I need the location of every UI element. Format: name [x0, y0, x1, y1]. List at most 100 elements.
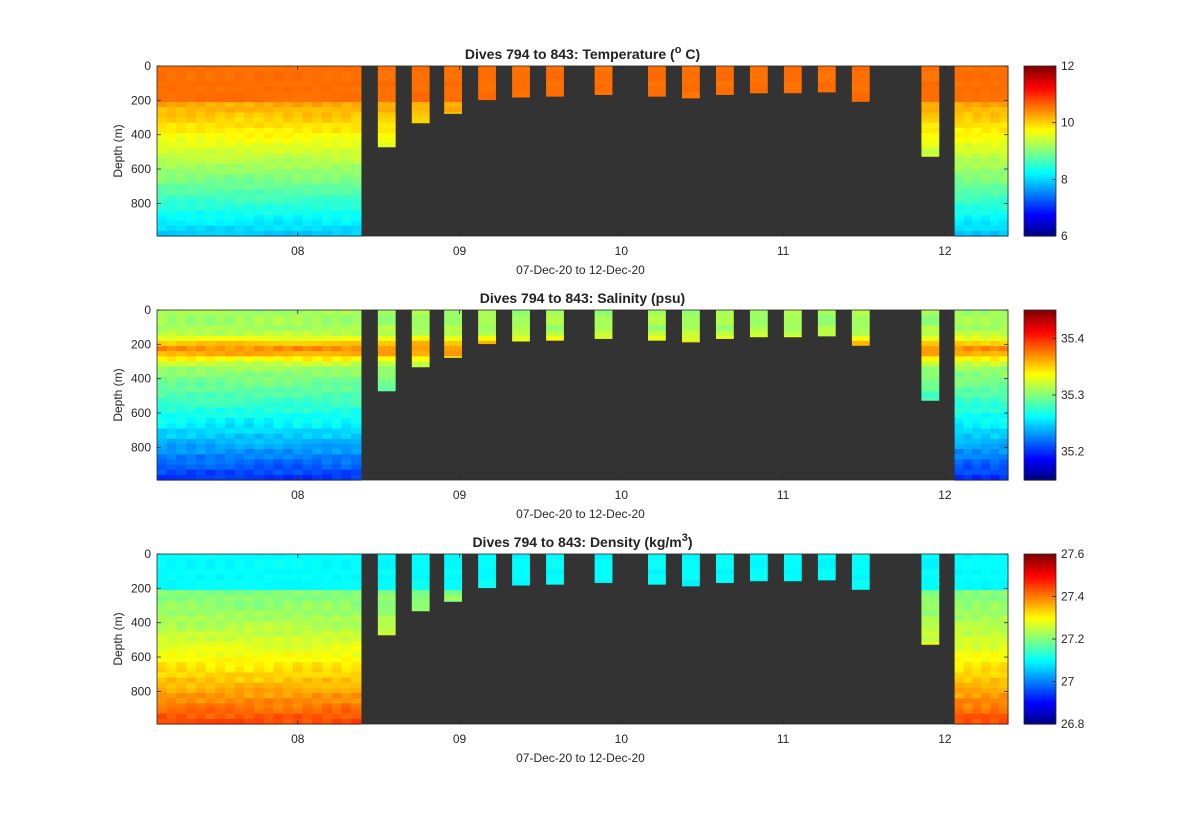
cell	[341, 371, 352, 378]
cell	[331, 631, 343, 638]
cell	[981, 179, 991, 186]
cell	[292, 210, 304, 216]
colorbar-tick-label: 8	[1061, 172, 1068, 186]
cell	[254, 376, 265, 383]
colorbar-swatch	[1024, 89, 1056, 94]
colorbar-swatch	[1024, 73, 1056, 78]
cell	[215, 122, 226, 129]
colorbar-swatch	[1024, 654, 1056, 659]
cell	[322, 687, 333, 694]
cell	[715, 320, 734, 327]
cell	[205, 230, 216, 237]
cell	[999, 433, 1009, 440]
cell	[205, 340, 216, 347]
cell	[283, 402, 294, 409]
cell	[215, 158, 226, 165]
cell	[157, 132, 168, 139]
colorbar-swatch	[1024, 678, 1056, 683]
cell	[377, 112, 396, 119]
cell	[244, 464, 255, 471]
cell	[292, 590, 304, 596]
cell	[244, 112, 255, 119]
cell	[283, 356, 294, 363]
colorbar-swatch	[1024, 349, 1056, 354]
cell	[972, 569, 982, 576]
cell	[244, 194, 255, 201]
cell	[331, 626, 343, 632]
cell	[783, 574, 802, 581]
cell	[981, 631, 991, 638]
cell	[999, 610, 1009, 617]
cell	[283, 595, 294, 601]
cell	[921, 559, 940, 565]
cell	[186, 636, 197, 643]
cell	[990, 693, 1000, 699]
cell	[215, 631, 226, 638]
cell	[648, 554, 666, 560]
cell	[254, 677, 265, 684]
cell	[283, 325, 294, 332]
cell	[682, 579, 700, 586]
cell	[411, 330, 430, 337]
cell	[263, 646, 275, 653]
cell	[205, 205, 216, 211]
cell	[263, 423, 275, 430]
cell	[963, 677, 974, 684]
colorbar-swatch	[1024, 76, 1056, 80]
cell	[990, 194, 1000, 201]
cell	[322, 366, 333, 373]
cell	[594, 71, 613, 77]
cell	[990, 132, 1000, 139]
cell	[215, 605, 226, 612]
cell	[205, 667, 216, 674]
cell	[331, 718, 343, 725]
cell	[302, 340, 313, 347]
cell	[292, 205, 304, 211]
colorbar-swatch	[1024, 113, 1056, 118]
cell	[972, 356, 982, 363]
colorbar-swatch	[1024, 716, 1056, 720]
cell	[341, 713, 352, 720]
cell	[351, 122, 362, 129]
cell	[990, 220, 1000, 227]
cell	[749, 335, 768, 338]
colorbar-swatch	[1024, 233, 1056, 237]
cell	[648, 320, 666, 327]
cell	[234, 474, 245, 481]
cell	[411, 86, 430, 93]
cell	[195, 335, 207, 342]
cell	[244, 387, 255, 394]
cell	[283, 174, 294, 180]
cell	[648, 81, 666, 88]
colorbar-swatch	[1024, 405, 1056, 409]
cell	[312, 620, 323, 627]
cell	[972, 376, 982, 383]
cell	[322, 148, 333, 155]
cell	[195, 199, 207, 206]
colorbar-swatch	[1024, 601, 1056, 606]
cell	[972, 366, 982, 373]
colorbar-swatch	[1024, 169, 1056, 173]
cell	[999, 112, 1009, 119]
cell	[254, 194, 265, 201]
cell	[648, 315, 666, 321]
cell	[186, 81, 197, 88]
cell	[312, 708, 323, 715]
cell	[322, 122, 333, 129]
cell	[444, 351, 462, 357]
cell	[341, 438, 352, 445]
cell	[963, 636, 974, 643]
cell	[954, 554, 965, 560]
colorbar-tick-label: 10	[1061, 116, 1075, 130]
cell	[312, 657, 323, 663]
cell	[331, 189, 343, 196]
cell	[302, 459, 313, 466]
cell	[312, 220, 323, 227]
cell	[999, 590, 1009, 596]
cell	[283, 225, 294, 232]
cell	[283, 205, 294, 211]
cell	[273, 641, 284, 648]
cell	[224, 407, 236, 414]
cell	[215, 371, 226, 378]
cell	[999, 464, 1009, 471]
